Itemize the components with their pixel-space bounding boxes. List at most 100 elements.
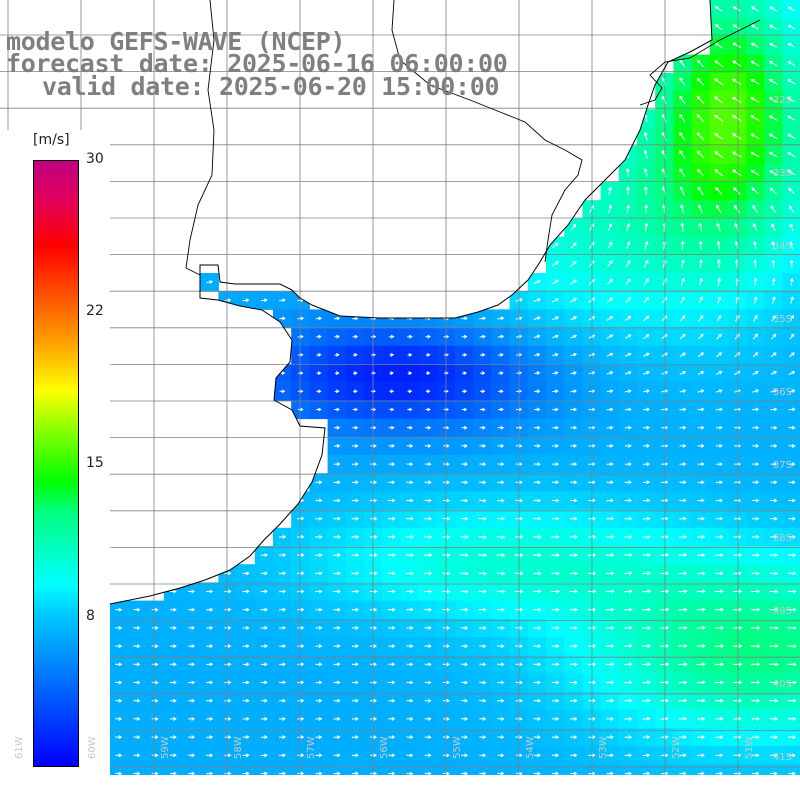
wind-arrow bbox=[643, 352, 650, 357]
wind-arrow bbox=[188, 735, 196, 740]
wind-arrow bbox=[643, 186, 648, 196]
wind-arrow bbox=[533, 498, 542, 503]
wind-arrow bbox=[551, 534, 560, 539]
wind-arrow bbox=[642, 625, 651, 630]
wind-arrow bbox=[479, 753, 487, 758]
wind-arrow bbox=[787, 571, 797, 576]
wind-arrow bbox=[533, 571, 542, 576]
lon-label: 56W bbox=[379, 736, 390, 759]
wind-arrow bbox=[551, 662, 560, 667]
wind-arrow bbox=[151, 716, 159, 721]
wind-arrow bbox=[460, 644, 469, 649]
wind-arrow bbox=[697, 186, 704, 196]
wind-arrow bbox=[697, 371, 705, 375]
wind-arrow bbox=[461, 735, 469, 740]
wind-arrow bbox=[424, 698, 432, 703]
wind-arrow bbox=[770, 425, 778, 430]
wind-arrow bbox=[389, 389, 395, 394]
wind-arrow bbox=[389, 371, 395, 376]
wind-arrow bbox=[570, 716, 578, 721]
wind-arrow bbox=[260, 716, 268, 721]
wind-arrow bbox=[787, 79, 796, 85]
wind-arrow bbox=[661, 389, 669, 393]
wind-arrow bbox=[678, 662, 688, 667]
wind-arrow bbox=[351, 498, 359, 503]
wind-arrow bbox=[788, 735, 797, 740]
wind-arrow bbox=[460, 498, 469, 503]
wind-arrow bbox=[714, 60, 723, 67]
wind-arrow bbox=[606, 498, 614, 503]
wind-arrow bbox=[425, 389, 431, 394]
wind-arrow bbox=[333, 607, 341, 612]
wind-arrow bbox=[279, 753, 287, 758]
wind-arrow bbox=[679, 425, 687, 430]
wind-arrow bbox=[533, 753, 541, 758]
wind-arrow bbox=[334, 316, 341, 321]
wind-arrow bbox=[715, 425, 723, 430]
wind-arrow bbox=[626, 186, 630, 196]
wind-arrow bbox=[771, 296, 776, 304]
wind-arrow bbox=[788, 553, 797, 558]
wind-arrow bbox=[698, 333, 704, 340]
wind-arrow bbox=[751, 735, 760, 740]
wind-arrow bbox=[242, 698, 250, 703]
wind-arrow bbox=[606, 735, 614, 740]
wind-arrow bbox=[388, 425, 395, 430]
wind-arrow bbox=[188, 589, 196, 594]
wind-arrow bbox=[788, 407, 796, 412]
wind-arrow bbox=[224, 771, 232, 776]
wind-arrow bbox=[479, 662, 487, 667]
wind-arrow bbox=[606, 480, 614, 485]
wind-arrow bbox=[497, 625, 505, 630]
wind-arrow bbox=[642, 771, 651, 776]
wind-arrow bbox=[461, 407, 468, 412]
wind-arrow bbox=[424, 680, 432, 685]
wind-arrow bbox=[660, 589, 670, 594]
wind-arrow bbox=[388, 662, 396, 667]
wind-arrow bbox=[588, 716, 596, 721]
lat-label: 37S bbox=[772, 460, 792, 471]
wind-arrow bbox=[642, 698, 651, 703]
wind-arrow bbox=[714, 698, 724, 703]
wind-arrow bbox=[661, 771, 669, 776]
wind-arrow bbox=[734, 425, 742, 430]
wind-arrow bbox=[552, 771, 560, 776]
wind-arrow bbox=[679, 771, 687, 776]
wind-arrow bbox=[424, 462, 432, 467]
wind-arrow bbox=[678, 534, 687, 539]
wind-arrow bbox=[533, 480, 541, 485]
wind-arrow bbox=[333, 571, 341, 576]
wind-arrow bbox=[624, 680, 633, 685]
wind-arrow bbox=[770, 443, 778, 448]
wind-arrow bbox=[734, 462, 742, 467]
wind-arrow bbox=[714, 644, 725, 649]
lat-label: 40S bbox=[772, 679, 792, 690]
wind-arrow bbox=[787, 716, 797, 721]
wind-arrow bbox=[768, 61, 778, 67]
wind-arrow bbox=[570, 316, 578, 321]
wind-arrow bbox=[551, 716, 560, 721]
wind-arrow bbox=[679, 516, 687, 521]
wind-arrow bbox=[750, 60, 760, 67]
colorbar-tick-label: 30 bbox=[86, 151, 104, 167]
wind-arrow bbox=[334, 407, 340, 412]
colorbar-tick-label: 22 bbox=[86, 303, 104, 319]
wind-arrow bbox=[644, 222, 649, 232]
wind-arrow bbox=[751, 571, 761, 576]
wind-arrow bbox=[388, 334, 395, 339]
wind-arrow bbox=[407, 371, 413, 376]
wind-arrow bbox=[169, 716, 177, 721]
wind-arrow bbox=[788, 771, 796, 776]
wind-arrow bbox=[642, 662, 651, 667]
wind-arrow bbox=[424, 771, 432, 776]
wind-arrow bbox=[569, 534, 578, 539]
wind-arrow bbox=[425, 371, 431, 376]
wind-arrow bbox=[351, 698, 359, 703]
wind-arrow bbox=[625, 241, 631, 250]
wind-arrow bbox=[206, 607, 214, 612]
wind-arrow bbox=[279, 662, 287, 667]
wind-arrow bbox=[768, 97, 778, 103]
wind-arrow bbox=[607, 241, 613, 250]
wind-arrow bbox=[678, 607, 688, 612]
wind-arrow bbox=[242, 680, 250, 685]
